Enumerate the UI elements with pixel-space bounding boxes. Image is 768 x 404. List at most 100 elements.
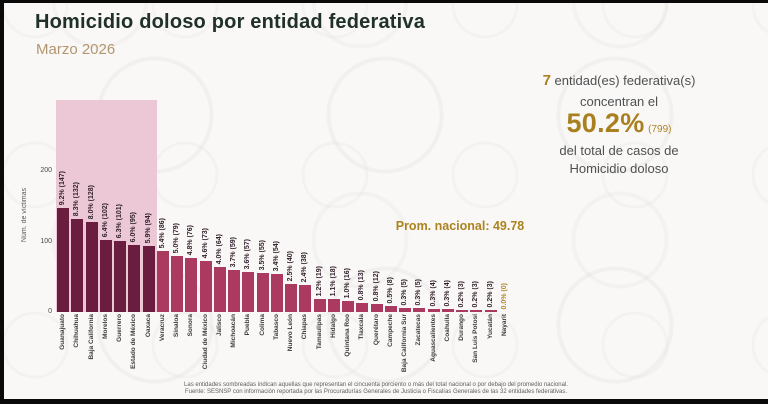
bar-value-label: 3.5% (55) <box>259 239 266 270</box>
bar-value-label: 0.3% (4) <box>444 279 451 306</box>
x-tick-label: Baja California Sur <box>401 314 408 373</box>
x-tick-label: Zacatecas <box>415 314 422 346</box>
x-tick-label: Sonora <box>187 314 194 337</box>
bar-value-label: 2.5% (40) <box>287 250 294 281</box>
bar <box>328 299 340 312</box>
x-tick-label: Yucatán <box>487 314 494 339</box>
bar <box>485 310 497 312</box>
summary-total-line-2: Homicidio doloso <box>569 161 669 176</box>
bar <box>114 241 126 312</box>
x-tick-label: Coahuila <box>444 314 451 342</box>
x-tick-label: Sinaloa <box>173 314 180 338</box>
bar-value-label: 9.2% (147) <box>59 170 66 205</box>
bar-value-label: 0.5% (8) <box>387 276 394 303</box>
bar-value-label: 1.2% (19) <box>316 265 323 296</box>
y-tick-label: 0 <box>48 308 52 315</box>
x-axis-labels: Guanajuato Chihuahua Baja California Morelo… <box>57 314 513 388</box>
x-tick-label: Guerrero <box>116 314 123 342</box>
bar <box>242 272 254 312</box>
x-tick-label: Campeche <box>387 314 394 347</box>
summary-panel: 7 entidad(es) federativa(s) concentran e… <box>488 68 750 177</box>
bar <box>143 246 155 312</box>
x-tick-label: San Luis Potosí <box>472 314 479 363</box>
footer-source: Fuente: SESNSP con información reportada… <box>184 389 568 395</box>
bar-value-label: 1.1% (18) <box>330 265 337 296</box>
bar-value-label: 6.0% (95) <box>130 211 137 242</box>
bar-value-label: 4.8% (76) <box>187 224 194 255</box>
national-average-annotation: Prom. nacional: 49.78 <box>395 219 525 233</box>
bar-value-label: 5.9% (94) <box>145 212 152 243</box>
letterbox-left <box>0 0 4 404</box>
summary-count: 7 <box>542 72 551 89</box>
footer-note: Las entidades sombreadas indican aquella… <box>184 382 568 388</box>
x-tick-label: Jalisco <box>216 314 223 337</box>
x-tick-label: Ciudad de México <box>202 314 209 370</box>
page-title: Homicidio doloso por entidad federativa <box>35 11 426 33</box>
x-tick-label: Oaxaca <box>145 314 152 338</box>
bar <box>86 222 98 312</box>
bar-value-label: 4.6% (73) <box>202 227 209 258</box>
letterbox-top <box>0 0 768 3</box>
x-tick-label: Querétaro <box>373 314 380 346</box>
bar-value-label: 0.8% (12) <box>373 270 380 301</box>
x-tick-label: Tlaxcala <box>358 314 365 340</box>
bar <box>385 306 397 312</box>
x-tick-label: Nuevo León <box>287 314 294 352</box>
bar <box>285 284 297 312</box>
bar-value-label: 3.4% (54) <box>273 240 280 271</box>
x-tick-label: Nayarit <box>501 314 508 337</box>
x-tick-label: Quintana Roo <box>344 314 351 357</box>
x-tick-label: Veracruz <box>159 314 166 342</box>
bar-value-label: 0.2% (3) <box>458 280 465 307</box>
bar-value-label: 0.8% (13) <box>358 269 365 300</box>
bar <box>456 310 468 312</box>
bar-value-label: 0.2% (3) <box>487 280 494 307</box>
summary-count-suffix: entidad(es) federativa(s) <box>554 73 696 88</box>
bar <box>171 256 183 312</box>
summary-total-line-1: del total de casos de <box>559 143 679 158</box>
x-tick-label: Morelos <box>102 314 109 339</box>
bar-value-label: 3.7% (59) <box>230 236 237 267</box>
bar-value-label: 0.3% (4) <box>430 279 437 306</box>
y-tick-label: 200 <box>40 167 52 174</box>
bar <box>299 285 311 312</box>
summary-count-line: 7 entidad(es) federativa(s) <box>488 73 750 89</box>
bar <box>470 310 482 312</box>
bar-value-label: 8.0% (128) <box>88 184 95 219</box>
x-tick-label: Guanajuato <box>59 314 66 350</box>
summary-total-count: (799) <box>648 124 672 135</box>
bar <box>100 240 112 312</box>
bar-value-label: 8.3% (132) <box>73 181 80 216</box>
x-tick-label: Baja California <box>88 314 95 360</box>
bar <box>157 251 169 312</box>
bar <box>371 304 383 312</box>
bar <box>71 219 83 312</box>
bar <box>442 309 454 312</box>
bar <box>356 303 368 312</box>
x-tick-label: Estado de México <box>130 314 137 369</box>
x-tick-label: Chihuahua <box>73 314 80 348</box>
bar <box>428 309 440 312</box>
bar-value-label: 3.6% (57) <box>244 238 251 269</box>
bar <box>271 274 283 312</box>
x-tick-label: Colima <box>259 314 266 336</box>
footer: Las entidades sombreadas indican aquella… <box>0 382 752 396</box>
bar <box>214 267 226 312</box>
bar <box>128 245 140 312</box>
bar <box>57 208 69 312</box>
bar-value-label: 0.2% (3) <box>472 280 479 307</box>
x-tick-label: Michoacán <box>230 314 237 348</box>
bar <box>314 299 326 312</box>
bar-value-label: 5.0% (79) <box>173 222 180 253</box>
page-subtitle: Marzo 2026 <box>36 41 116 58</box>
x-tick-label: Durango <box>458 314 465 341</box>
bar-value-label: 0.0% (0) <box>501 282 508 309</box>
x-tick-label: Tamaulipas <box>316 314 323 350</box>
x-tick-label: Tabasco <box>273 314 280 340</box>
bar <box>200 261 212 312</box>
bar-value-label: 2.4% (38) <box>301 251 308 282</box>
bar <box>399 308 411 312</box>
summary-percent: 50.2% <box>566 108 645 138</box>
